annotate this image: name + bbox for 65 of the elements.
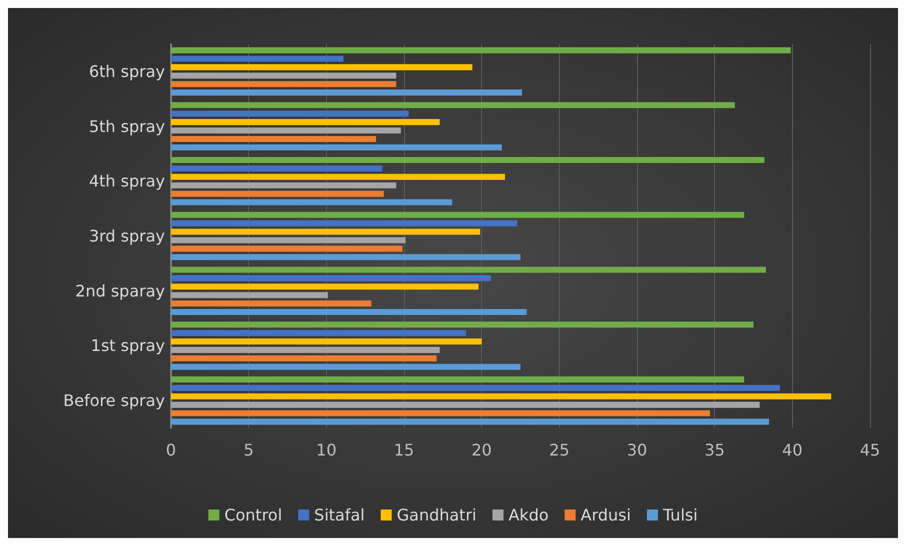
x-tick-label: 30	[626, 440, 648, 460]
x-tick-label: 45	[860, 440, 880, 460]
bar	[171, 275, 491, 282]
bar	[171, 127, 401, 134]
bar	[171, 402, 760, 408]
bar	[171, 64, 472, 70]
x-tick-label: 0	[166, 440, 176, 460]
bar	[171, 47, 791, 54]
bar	[171, 300, 372, 307]
legend-label: Gandhatri	[396, 506, 476, 524]
bar	[171, 393, 832, 400]
bar	[171, 266, 766, 273]
bar	[171, 144, 502, 150]
bar	[171, 165, 382, 172]
x-tick-label: 40	[782, 440, 803, 460]
legend-label: Tulsi	[662, 506, 698, 524]
bar	[171, 410, 710, 416]
bar	[171, 110, 409, 117]
bar	[171, 199, 452, 206]
bar	[171, 102, 735, 108]
y-tick-label: Before spray	[63, 391, 165, 410]
bar	[171, 384, 780, 391]
y-tick-label: 4th spray	[88, 172, 165, 191]
bar	[171, 182, 396, 188]
bar	[171, 246, 402, 252]
y-tick-label: 1st spray	[90, 336, 165, 356]
x-tick-label: 5	[244, 440, 254, 460]
bar	[171, 338, 482, 345]
bar	[171, 90, 522, 96]
y-tick-label: 6th spray	[88, 62, 165, 81]
bar	[171, 308, 527, 315]
bar	[171, 190, 384, 197]
bar	[171, 376, 744, 382]
bar	[171, 237, 406, 244]
bar	[171, 346, 440, 353]
bar	[171, 81, 396, 88]
bar	[171, 136, 376, 142]
x-tick-label: 25	[549, 440, 570, 460]
bar	[171, 364, 520, 370]
bar	[171, 292, 328, 298]
x-tick-label: 35	[704, 440, 725, 460]
bar	[171, 284, 479, 290]
bar	[171, 56, 344, 62]
bar	[171, 228, 480, 235]
bar	[171, 330, 466, 336]
x-tick-label: 20	[471, 440, 492, 460]
bar	[171, 157, 764, 164]
legend-label: Control	[224, 506, 282, 524]
y-tick-label: 2nd sparay	[75, 281, 165, 300]
bar	[171, 254, 520, 260]
bar	[171, 119, 440, 126]
bar	[171, 322, 754, 328]
bar	[171, 212, 744, 218]
legend-label: Sitafal	[314, 506, 365, 524]
bar	[171, 174, 505, 180]
bar	[171, 72, 396, 79]
legend-label: Ardusi	[580, 506, 631, 524]
y-tick-label: 3rd spray	[88, 226, 165, 246]
x-tick-label: 15	[394, 440, 414, 460]
y-tick-label: 5th spray	[88, 116, 165, 136]
x-tick-label: 10	[316, 440, 337, 460]
bar	[171, 418, 770, 425]
bar	[171, 220, 518, 226]
bar	[171, 355, 437, 362]
legend-label: Akdo	[508, 506, 549, 524]
